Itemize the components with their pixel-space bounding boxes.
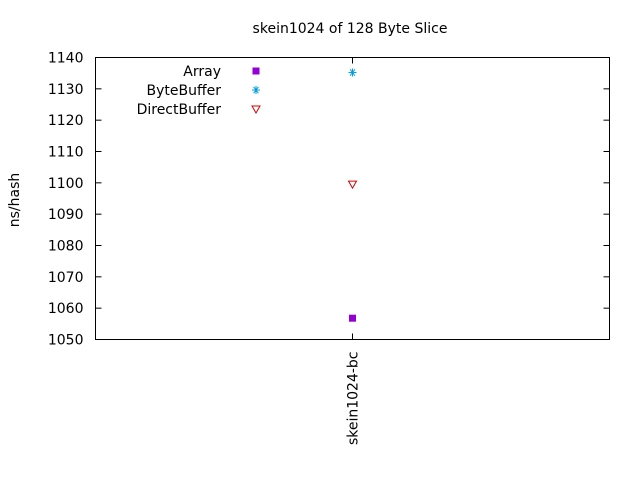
y-tick-label: 1100: [48, 176, 84, 192]
y-tick-label: 1070: [48, 270, 84, 286]
legend-label: DirectBuffer: [137, 102, 222, 118]
y-tick-label: 1050: [48, 333, 84, 349]
legend-label: Array: [183, 64, 221, 80]
y-tick-label: 1110: [48, 145, 84, 161]
y-tick-label: 1120: [48, 113, 84, 129]
x-tick-label: skein1024-bc: [346, 352, 362, 446]
y-axis: 1050 1060 1070 1080 1090 1100 1110 1120 1130 1140: [48, 51, 610, 349]
legend-marker-array: [252, 67, 260, 75]
y-axis-label: ns/hash: [7, 173, 23, 228]
chart-title: skein1024 of 128 Byte Slice: [253, 21, 448, 37]
plot-frame: [95, 57, 610, 340]
data-point-bytebuffer: [348, 68, 357, 77]
y-tick-label: 1140: [48, 51, 84, 67]
y-tick-label: 1080: [48, 239, 84, 255]
x-axis: skein1024-bc: [346, 57, 362, 446]
y-tick-label: 1090: [48, 207, 84, 223]
data-points: [347, 68, 358, 322]
y-tick-label: 1060: [48, 301, 84, 317]
data-point-directbuffer: [347, 180, 358, 190]
y-tick-label: 1130: [48, 82, 84, 98]
legend-marker-bytebuffer: [252, 86, 260, 94]
legend: Array ByteBuffer DirectBuffer: [137, 64, 261, 118]
data-point-array: [349, 314, 356, 322]
legend-marker-directbuffer: [251, 105, 261, 115]
legend-label: ByteBuffer: [147, 83, 222, 99]
